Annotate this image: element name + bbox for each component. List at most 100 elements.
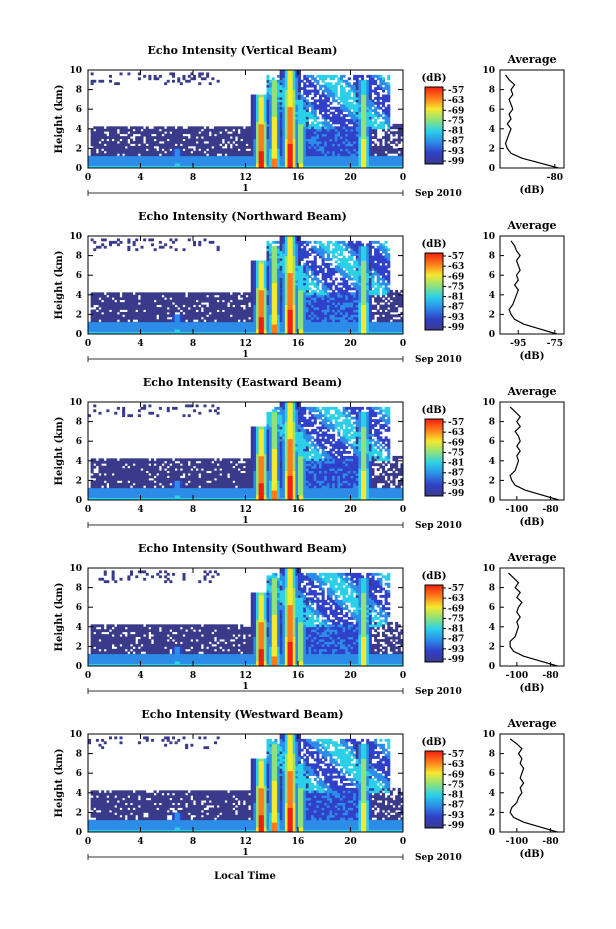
heatmap-cell: [300, 145, 304, 149]
heatmap-cell: [187, 292, 191, 296]
heatmap-cell: [271, 87, 275, 90]
heatmap-cell: [295, 153, 299, 157]
heatmap-cell: [245, 160, 249, 164]
heatmap-cell: [258, 297, 262, 301]
heatmap-cell: [292, 72, 296, 76]
heatmap-cell: [292, 119, 296, 122]
heatmap-cell: [103, 324, 107, 328]
heatmap-cell: [324, 314, 328, 318]
heatmap-cell: [182, 331, 186, 335]
heatmap-cell: [313, 240, 317, 244]
heatmap-cell: [250, 299, 254, 303]
heatmap-cell: [119, 158, 123, 162]
heatmap-cell: [253, 302, 257, 305]
heatmap-cell: [355, 155, 359, 159]
heatmap-cell: [311, 302, 315, 305]
heatmap-cell: [397, 165, 401, 169]
heatmap-cell: [374, 160, 378, 164]
heatmap-cell: [279, 240, 283, 244]
heatmap-cell: [361, 158, 365, 162]
heatmap-cell: [116, 294, 120, 298]
heatmap-cell: [313, 262, 317, 266]
heatmap-cell: [361, 111, 365, 115]
heatmap-cell: [298, 160, 302, 164]
heatmap-cell: [303, 302, 307, 305]
heatmap-cell: [124, 319, 128, 323]
heatmap-cell: [145, 131, 149, 135]
heatmap-cell: [203, 128, 207, 132]
heatmap-cell: [366, 82, 370, 86]
heatmap-cell: [298, 245, 302, 249]
heatmap-cell: [269, 314, 273, 318]
heatmap-cell: [174, 131, 178, 135]
heatmap-cell: [179, 148, 183, 152]
heatmap-cell: [376, 148, 380, 152]
heatmap-cell: [261, 309, 265, 313]
heatmap-cell: [161, 150, 165, 154]
heatmap-cell: [211, 321, 215, 325]
heatmap-cell: [224, 294, 228, 298]
heatmap-cell: [182, 160, 186, 164]
heatmap-cell: [177, 309, 181, 313]
heatmap-cell: [161, 331, 165, 335]
heatmap-cell: [321, 99, 325, 103]
heatmap-cell: [321, 287, 325, 291]
heatmap-cell: [153, 131, 157, 135]
heatmap-cell: [90, 329, 94, 332]
heatmap-cell: [193, 316, 197, 320]
heatmap-cell: [332, 126, 336, 130]
heatmap-cell: [361, 141, 365, 144]
heatmap-cell: [300, 324, 304, 328]
heatmap-cell: [250, 275, 254, 279]
heatmap-cell: [227, 297, 231, 301]
heatmap-cell: [287, 126, 291, 130]
heatmap-cell: [277, 258, 281, 261]
heatmap-cell: [319, 321, 323, 325]
heatmap-cell: [368, 131, 372, 135]
heatmap-cell: [363, 133, 367, 137]
heatmap-cell: [290, 128, 294, 132]
heatmap-cell: [148, 311, 152, 315]
heatmap-cell: [284, 153, 288, 157]
heatmap-cell: [245, 307, 249, 310]
heatmap-cell: [311, 248, 315, 252]
heatmap-cell: [332, 116, 336, 120]
heatmap-cell: [114, 160, 118, 164]
heatmap-cell: [384, 116, 388, 120]
heatmap-cell: [324, 302, 328, 305]
heatmap-cell: [258, 262, 262, 266]
heatmap-cell: [329, 94, 333, 98]
heatmap-cell: [90, 163, 94, 166]
heatmap-cell: [256, 160, 260, 164]
heatmap-cell: [284, 314, 288, 318]
heatmap-cell: [319, 314, 323, 318]
heatmap-cell: [219, 292, 223, 296]
heatmap-cell: [308, 165, 312, 169]
heatmap-cell: [292, 326, 296, 330]
heatmap-cell: [279, 150, 283, 154]
heatmap-cell: [185, 128, 189, 132]
heatmap-cell: [258, 285, 262, 288]
heatmap-cell: [379, 84, 383, 88]
heatmap-cell: [227, 299, 231, 303]
heatmap-cell: [368, 158, 372, 162]
heatmap-cell: [116, 326, 120, 330]
heatmap-cell: [353, 138, 357, 142]
heatmap-cell: [305, 277, 309, 281]
heatmap-cell: [153, 141, 157, 144]
heatmap-cell: [145, 163, 149, 166]
heatmap-cell: [303, 297, 307, 301]
heatmap-cell: [308, 84, 312, 88]
heatmap-cell: [145, 136, 149, 139]
heatmap-cell: [250, 324, 254, 328]
heatmap-cell: [290, 84, 294, 88]
heatmap-cell: [166, 128, 170, 132]
heatmap-cell: [316, 329, 320, 332]
heatmap-cell: [140, 297, 144, 301]
heatmap-cell: [334, 145, 338, 149]
heatmap-cell: [250, 128, 254, 132]
heatmap-cell: [261, 111, 265, 115]
heatmap-cell: [287, 145, 291, 149]
heatmap-cell: [187, 79, 191, 83]
heatmap-cell: [169, 143, 173, 147]
